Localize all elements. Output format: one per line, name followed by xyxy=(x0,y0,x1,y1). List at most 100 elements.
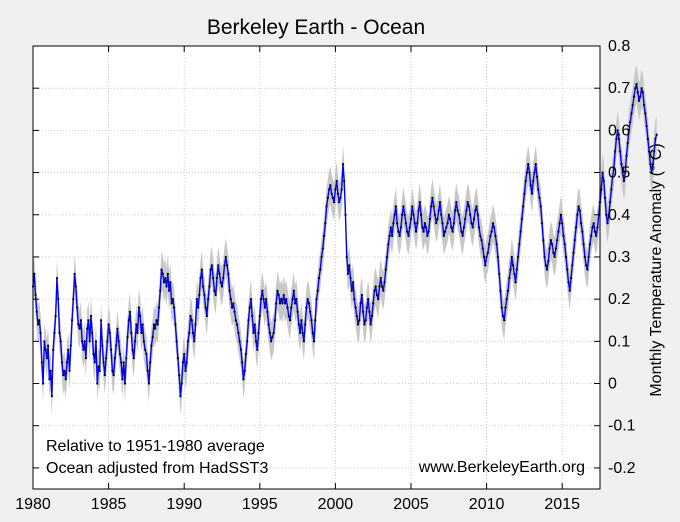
data-point xyxy=(68,369,71,372)
data-point xyxy=(499,289,502,292)
data-point xyxy=(244,352,248,356)
data-point xyxy=(107,323,110,326)
data-point xyxy=(281,302,284,305)
data-point xyxy=(514,281,517,284)
data-point xyxy=(580,222,583,225)
data-point xyxy=(112,373,115,377)
data-point xyxy=(432,205,435,208)
data-point xyxy=(116,327,119,330)
data-point xyxy=(113,357,116,360)
data-point xyxy=(643,103,646,107)
data-point xyxy=(102,361,105,364)
data-point xyxy=(586,268,589,271)
data-point xyxy=(441,222,444,225)
data-point xyxy=(223,264,226,267)
data-point xyxy=(482,255,486,259)
x-tick-label: 1980 xyxy=(15,496,51,513)
data-point xyxy=(563,243,566,246)
data-point xyxy=(175,340,178,343)
data-point xyxy=(629,120,632,124)
data-point xyxy=(275,302,278,305)
data-point xyxy=(156,323,159,326)
data-point xyxy=(268,331,271,334)
data-point xyxy=(553,255,556,259)
data-point xyxy=(653,150,656,153)
data-point xyxy=(446,222,449,225)
data-point xyxy=(548,247,551,250)
data-point xyxy=(517,255,520,259)
data-point xyxy=(427,230,430,233)
y-tick-label: -0.2 xyxy=(608,460,636,477)
data-point xyxy=(533,171,536,174)
data-point xyxy=(520,217,523,221)
data-point xyxy=(341,163,345,166)
data-point xyxy=(326,196,329,199)
data-point xyxy=(455,201,458,204)
data-point xyxy=(93,361,96,364)
data-point xyxy=(459,222,462,225)
data-point xyxy=(157,306,161,309)
data-point xyxy=(610,188,613,191)
data-point xyxy=(397,230,400,233)
data-point xyxy=(394,205,397,208)
data-point xyxy=(144,348,147,351)
data-point xyxy=(151,336,154,339)
data-point xyxy=(403,213,406,216)
data-point xyxy=(278,302,282,305)
data-point xyxy=(462,226,466,229)
data-point xyxy=(630,112,633,115)
data-point xyxy=(227,272,230,275)
data-point xyxy=(353,298,356,301)
data-point xyxy=(239,348,242,351)
plot-area xyxy=(33,46,600,489)
data-point xyxy=(480,238,483,242)
data-point xyxy=(426,234,429,237)
series-line xyxy=(32,83,658,397)
data-point xyxy=(351,281,355,284)
data-point xyxy=(447,213,450,216)
data-point xyxy=(219,281,222,284)
x-tick-label: 2005 xyxy=(393,496,429,513)
data-point xyxy=(391,234,394,237)
data-point xyxy=(79,319,82,322)
data-point-layer xyxy=(31,82,658,398)
data-point xyxy=(527,163,530,166)
data-point xyxy=(593,230,597,233)
data-point xyxy=(128,310,132,313)
data-point xyxy=(212,276,215,280)
data-point xyxy=(91,331,94,334)
data-point xyxy=(200,268,203,271)
data-point xyxy=(451,230,454,233)
data-point xyxy=(199,276,202,280)
data-point xyxy=(625,154,628,157)
data-point xyxy=(133,340,137,343)
data-point xyxy=(81,340,84,343)
data-point xyxy=(559,213,563,216)
data-point xyxy=(209,268,212,271)
data-point xyxy=(321,247,324,250)
y-tick-label: -0.1 xyxy=(608,418,636,435)
data-point xyxy=(367,298,370,301)
data-point xyxy=(286,306,289,309)
data-point xyxy=(377,298,380,301)
data-point xyxy=(401,213,404,216)
data-point xyxy=(59,340,62,343)
data-point xyxy=(339,196,342,199)
data-point xyxy=(425,226,428,229)
data-point xyxy=(210,264,214,267)
data-point xyxy=(139,314,142,318)
data-point xyxy=(312,340,316,343)
data-point xyxy=(222,276,225,280)
data-point xyxy=(54,314,57,318)
data-point xyxy=(464,217,467,221)
uncertainty-band-layer xyxy=(33,64,657,416)
data-point xyxy=(601,171,604,174)
x-tick-label: 2000 xyxy=(318,496,354,513)
data-point xyxy=(350,289,353,292)
data-point xyxy=(651,163,655,166)
data-point xyxy=(104,357,108,360)
data-point xyxy=(320,255,323,259)
data-point xyxy=(554,247,558,250)
x-tick-labels: 1980 1985 1990 1995 2000 2005 2010 2015 xyxy=(15,496,580,513)
data-point xyxy=(232,302,235,305)
